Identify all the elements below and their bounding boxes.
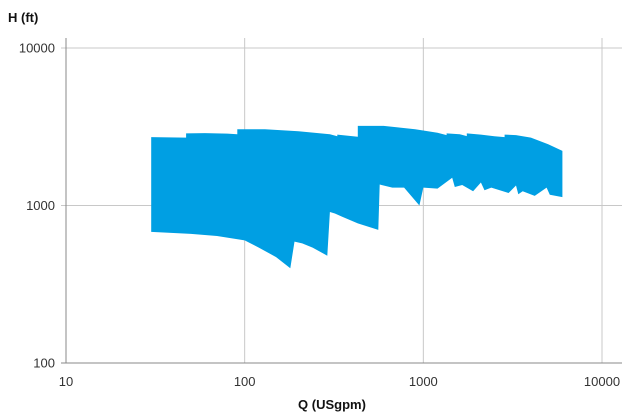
operating-region-area	[151, 125, 563, 269]
x-tick-label: 1000	[409, 374, 438, 389]
x-tick-label: 100	[234, 374, 256, 389]
x-tick-label: 10000	[584, 374, 620, 389]
tick-labels: 10 100 1000 10000 100 1000 10000	[19, 41, 620, 390]
x-axis-label: Q (USgpm)	[298, 397, 366, 412]
axes	[61, 38, 622, 364]
y-tick-label: 100	[33, 356, 55, 371]
y-tick-label: 10000	[19, 41, 55, 56]
x-tick-label: 10	[59, 374, 73, 389]
y-tick-label: 1000	[26, 198, 55, 213]
operating-region	[151, 125, 563, 269]
y-axis-label: H (ft)	[8, 10, 38, 25]
